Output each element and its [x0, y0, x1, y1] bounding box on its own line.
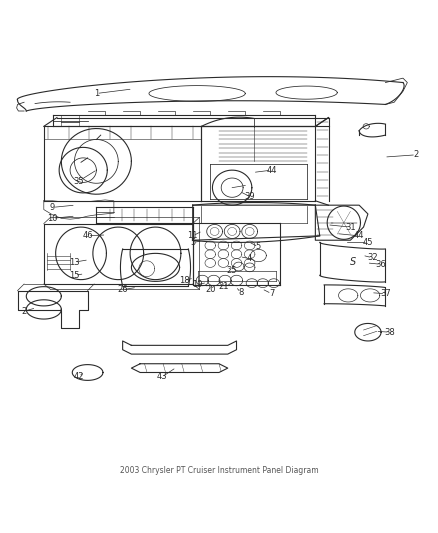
Text: 15: 15: [69, 271, 80, 280]
Text: 1: 1: [94, 89, 99, 98]
Text: 37: 37: [380, 289, 391, 298]
Text: 19: 19: [192, 280, 202, 289]
Text: 35: 35: [74, 176, 84, 185]
Text: 36: 36: [376, 260, 386, 269]
Text: 21: 21: [218, 282, 229, 290]
Text: 42: 42: [74, 373, 84, 382]
Text: 2: 2: [413, 150, 419, 159]
Text: 31: 31: [345, 223, 356, 231]
Text: 46: 46: [82, 231, 93, 240]
Text: 7: 7: [269, 289, 274, 298]
Text: 25: 25: [227, 265, 237, 274]
Text: 2: 2: [21, 306, 27, 316]
Text: 8: 8: [238, 288, 244, 297]
Text: 26: 26: [117, 285, 128, 294]
Text: 4: 4: [247, 254, 252, 263]
Text: 13: 13: [69, 257, 80, 266]
Text: 38: 38: [385, 328, 395, 337]
Text: 32: 32: [367, 253, 378, 262]
Text: 20: 20: [205, 285, 215, 294]
Text: 18: 18: [179, 276, 189, 285]
Text: 11: 11: [187, 231, 198, 240]
Text: S: S: [350, 257, 356, 267]
Text: 10: 10: [47, 214, 58, 223]
Text: 5: 5: [190, 238, 195, 247]
Text: 43: 43: [157, 373, 167, 382]
Text: 44: 44: [354, 231, 364, 240]
Text: 2003 Chrysler PT Cruiser Instrument Panel Diagram: 2003 Chrysler PT Cruiser Instrument Pane…: [120, 465, 318, 474]
Text: 39: 39: [244, 192, 255, 201]
Text: 9: 9: [50, 203, 55, 212]
Text: 45: 45: [363, 238, 373, 247]
Text: 5: 5: [256, 243, 261, 251]
Text: 44: 44: [266, 166, 277, 175]
